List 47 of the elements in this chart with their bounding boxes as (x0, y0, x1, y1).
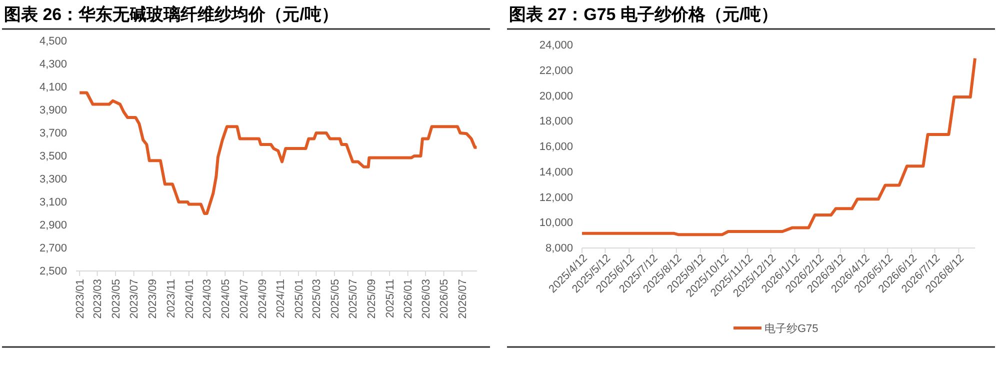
y-tick-label: 2,700 (39, 242, 67, 255)
chart-title: 图表 27：G75 电子纱价格（元/吨） (509, 5, 778, 24)
x-tick-label: 2023/07 (128, 279, 141, 319)
y-tick-label: 12,000 (539, 192, 573, 204)
x-tick-label: 2026/05 (438, 279, 451, 319)
y-tick-label: 22,000 (539, 64, 573, 77)
y-tick-label: 3,700 (39, 128, 67, 140)
y-tick-label: 4,300 (39, 58, 67, 71)
y-tick-label: 3,500 (39, 150, 67, 163)
y-tick-label: 4,500 (39, 36, 67, 48)
x-tick-label: 2023/11 (165, 279, 178, 318)
y-tick-label: 10,000 (539, 217, 573, 230)
y-tick-label: 16,000 (539, 141, 573, 154)
x-tick-label: 2023/09 (147, 279, 160, 319)
y-tick-label: 14,000 (539, 166, 573, 178)
x-tick-label: 2026/01 (402, 279, 415, 319)
y-tick-label: 2,900 (39, 220, 67, 232)
y-tick-label: 2,500 (39, 266, 67, 278)
x-tick-label: 2024/01 (184, 279, 196, 319)
chart-title: 图表 26：华东无碱玻璃纤维纱均价（元/吨） (4, 5, 338, 24)
line-series (580, 56, 976, 236)
x-tick-label: 2023/05 (110, 279, 122, 319)
x-tick-label: 2024/07 (238, 279, 250, 319)
y-tick-label: 18,000 (539, 116, 573, 128)
x-tick-label: 2025/03 (311, 279, 324, 319)
y-tick-label: 20,000 (539, 90, 573, 102)
x-tick-label: 2024/05 (220, 279, 232, 319)
legend-label: 电子纱G75 (764, 322, 818, 335)
x-tick-label: 2024/11 (275, 279, 288, 318)
y-tick-label: 24,000 (539, 40, 573, 52)
x-tick-label: 2024/03 (202, 279, 214, 319)
x-tick-label: 2025/11 (384, 279, 396, 318)
y-tick-label: 8,000 (545, 242, 573, 255)
y-tick-label: 3,900 (39, 104, 67, 117)
x-tick-label: 2026/03 (420, 279, 432, 319)
line-series (78, 91, 478, 215)
x-tick-label: 2025/01 (293, 279, 306, 319)
x-tick-label: 2025/07 (348, 279, 360, 319)
x-tick-label: 2023/01 (74, 279, 86, 319)
x-tick-label: 2026/07 (456, 279, 469, 319)
x-tick-label: 2025/09 (366, 279, 378, 319)
x-tick-label: 2025/05 (329, 279, 342, 319)
y-tick-label: 4,100 (39, 82, 67, 94)
y-tick-label: 3,300 (39, 174, 67, 186)
x-tick-label: 2024/09 (256, 279, 269, 319)
x-tick-label: 2023/03 (92, 279, 104, 319)
y-tick-label: 3,100 (39, 196, 67, 209)
